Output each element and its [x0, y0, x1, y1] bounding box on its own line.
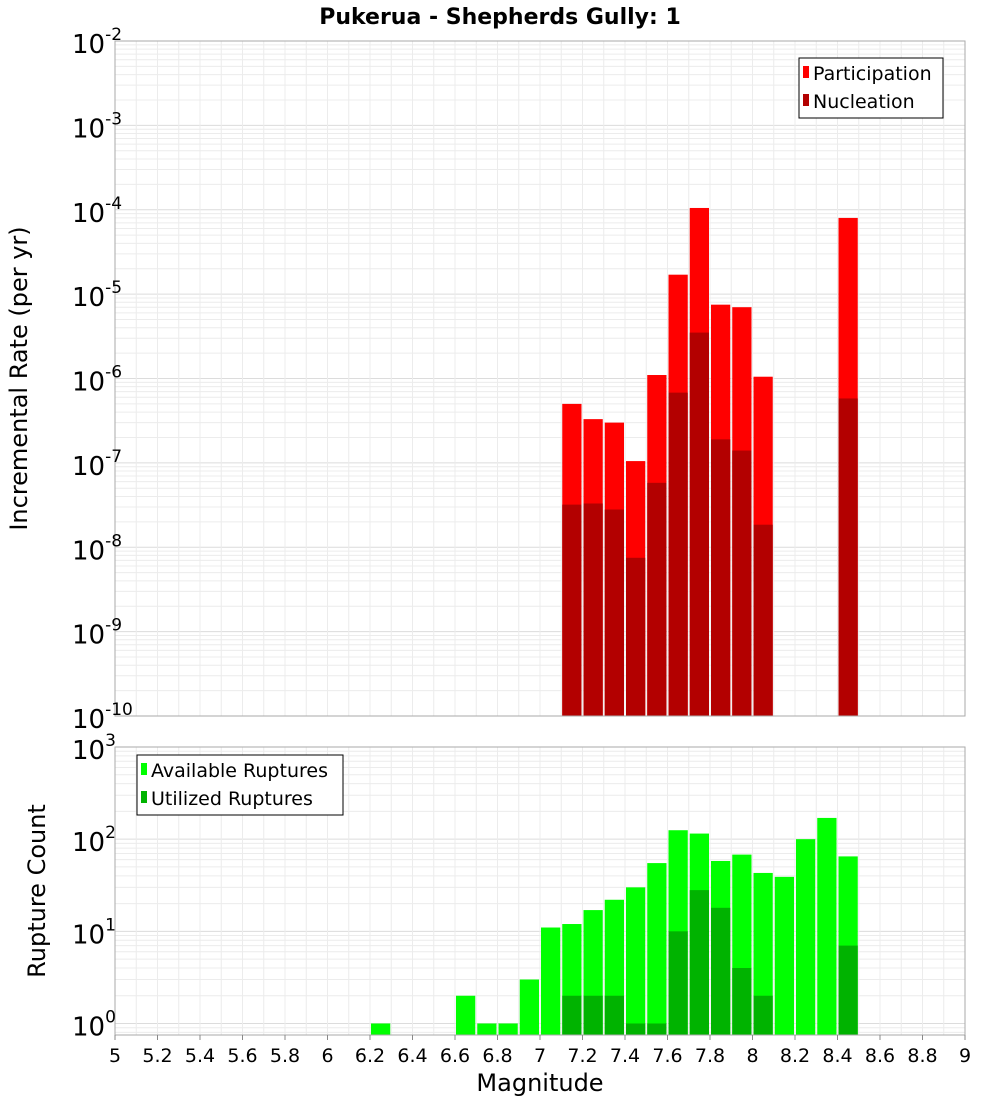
bar-nucleation — [562, 504, 582, 716]
x-tick-label: 6.6 — [440, 1045, 470, 1067]
plot-frame-0 — [114, 40, 966, 717]
x-tick-label: 6.8 — [482, 1045, 512, 1067]
bar-nucleation — [838, 398, 858, 716]
bar-available-ruptures — [647, 863, 667, 1035]
y-tick-label: 10-7 — [72, 447, 122, 482]
bar-utilized-ruptures — [838, 945, 858, 1035]
bar-available-ruptures — [456, 995, 476, 1035]
bar-utilized-ruptures — [647, 1023, 667, 1035]
bar-available-ruptures — [626, 887, 646, 1035]
x-tick-label: 5.4 — [185, 1045, 215, 1067]
bar-utilized-ruptures — [732, 967, 752, 1035]
grid-minor-0 — [114, 41, 966, 717]
bar-nucleation — [753, 524, 773, 716]
x-tick-label: 8.8 — [907, 1045, 937, 1067]
bar-nucleation — [689, 332, 709, 716]
legend-label: Utilized Ruptures — [151, 788, 313, 810]
y-tick-label: 10-3 — [72, 109, 122, 144]
legend-1: Available Ruptures Utilized Ruptures — [136, 754, 344, 816]
y-tick-label: 100 — [72, 1007, 116, 1042]
bar-available-ruptures — [817, 817, 837, 1035]
bar-available-ruptures — [498, 1023, 518, 1035]
chart-title: Pukerua - Shepherds Gully: 1 — [319, 5, 681, 30]
y-tick-label: 10-8 — [72, 531, 122, 566]
bar-available-ruptures — [371, 1023, 391, 1035]
bar-utilized-ruptures — [604, 995, 624, 1035]
bar-available-ruptures — [477, 1023, 497, 1035]
x-tick-label: 8.4 — [822, 1045, 852, 1067]
bar-available-ruptures — [796, 839, 816, 1035]
x-tick-label: 5.2 — [142, 1045, 172, 1067]
legend-label: Nucleation — [813, 91, 915, 113]
series-utilized-ruptures — [562, 890, 858, 1035]
x-tick-label: 9 — [959, 1045, 971, 1067]
x-tick-label: 7.2 — [567, 1045, 597, 1067]
x-tick-label: 7.4 — [610, 1045, 640, 1067]
y-tick-label: 101 — [72, 915, 116, 950]
bar-utilized-ruptures — [689, 890, 709, 1035]
x-tick-label: 8.2 — [780, 1045, 810, 1067]
bar-nucleation — [668, 392, 688, 716]
x-tick-label: 7.8 — [695, 1045, 725, 1067]
x-tick-label: 6.4 — [397, 1045, 427, 1067]
legend-swatch — [803, 94, 809, 106]
bar-utilized-ruptures — [711, 907, 731, 1035]
x-tick-label: 6 — [321, 1045, 333, 1067]
bar-utilized-ruptures — [753, 995, 773, 1035]
x-tick-label: 5.6 — [227, 1045, 257, 1067]
y-tick-label: 103 — [72, 731, 116, 766]
x-tick-label: 5.8 — [270, 1045, 300, 1067]
y-tick-label: 10-2 — [72, 25, 122, 60]
x-axis-label: Magnitude — [476, 1069, 603, 1097]
legend-label: Available Ruptures — [151, 760, 328, 782]
y-tick-label: 10-6 — [72, 363, 122, 398]
legend-box — [798, 57, 944, 119]
y-axis-label: Rupture Count — [23, 804, 51, 978]
bar-utilized-ruptures — [626, 1023, 646, 1035]
x-tick-label: 5 — [109, 1045, 121, 1067]
bar-available-ruptures — [774, 876, 794, 1035]
y-tick-label: 10-9 — [72, 616, 122, 651]
bar-utilized-ruptures — [562, 995, 582, 1035]
bar-available-ruptures — [753, 872, 773, 1035]
bar-available-ruptures — [541, 927, 561, 1035]
y-axis-label: Incremental Rate (per yr) — [5, 226, 33, 530]
series-nucleation — [562, 332, 858, 716]
bar-nucleation — [732, 450, 752, 716]
y-tick-label: 10-4 — [72, 194, 122, 229]
bar-available-ruptures — [519, 979, 539, 1035]
bar-nucleation — [647, 482, 667, 716]
y-tick-label: 102 — [72, 823, 116, 858]
bar-utilized-ruptures — [583, 995, 603, 1035]
legend-swatch — [141, 763, 147, 775]
bar-nucleation — [604, 509, 624, 716]
bar-nucleation — [583, 503, 603, 716]
legend-box — [136, 754, 344, 816]
y-tick-label: 10-10 — [72, 700, 133, 735]
x-tick-label: 8 — [746, 1045, 758, 1067]
x-tick-label: 6.2 — [355, 1045, 385, 1067]
legend-swatch — [803, 66, 809, 78]
bar-utilized-ruptures — [668, 931, 688, 1035]
x-tick-label: 8.6 — [865, 1045, 895, 1067]
x-tick-label: 7 — [534, 1045, 546, 1067]
y-tick-label: 10-5 — [72, 278, 122, 313]
bar-nucleation — [711, 439, 731, 716]
legend-swatch — [141, 791, 147, 803]
bar-nucleation — [626, 557, 646, 716]
x-tick-label: 7.6 — [652, 1045, 682, 1067]
legend-0: Participation Nucleation — [798, 57, 944, 119]
legend-label: Participation — [813, 63, 932, 85]
